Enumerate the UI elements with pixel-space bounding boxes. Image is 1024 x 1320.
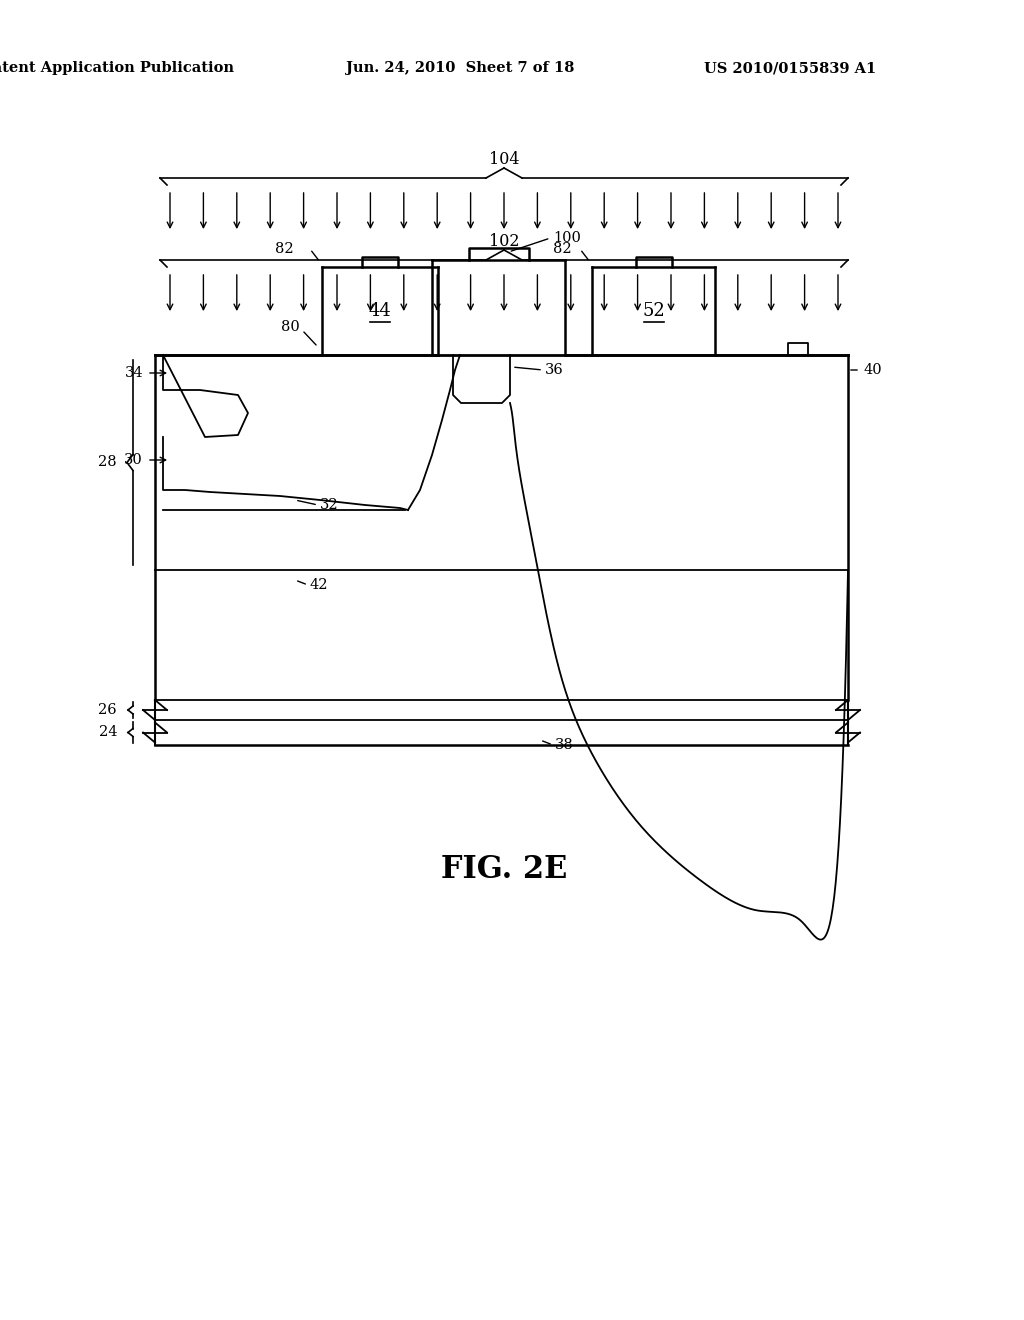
Text: 40: 40	[863, 363, 882, 378]
Text: 80: 80	[282, 319, 300, 334]
Text: Patent Application Publication: Patent Application Publication	[0, 61, 234, 75]
Text: 28: 28	[98, 455, 117, 470]
Text: FIG. 2E: FIG. 2E	[440, 854, 567, 886]
Text: 36: 36	[545, 363, 564, 378]
Text: 24: 24	[98, 726, 117, 739]
Text: US 2010/0155839 A1: US 2010/0155839 A1	[703, 61, 877, 75]
Text: 102: 102	[488, 234, 519, 251]
Text: 82: 82	[553, 242, 572, 256]
Text: 52: 52	[642, 302, 665, 319]
Text: 44: 44	[369, 302, 391, 319]
Text: 100: 100	[554, 231, 582, 246]
Text: 82: 82	[275, 242, 294, 256]
Text: 34: 34	[124, 366, 143, 380]
Text: 42: 42	[310, 578, 329, 591]
Text: 104: 104	[488, 152, 519, 169]
Text: Jun. 24, 2010  Sheet 7 of 18: Jun. 24, 2010 Sheet 7 of 18	[346, 61, 574, 75]
Text: 32: 32	[319, 498, 339, 512]
Text: 30: 30	[124, 453, 143, 467]
Text: 26: 26	[98, 704, 117, 717]
Text: 38: 38	[555, 738, 573, 752]
